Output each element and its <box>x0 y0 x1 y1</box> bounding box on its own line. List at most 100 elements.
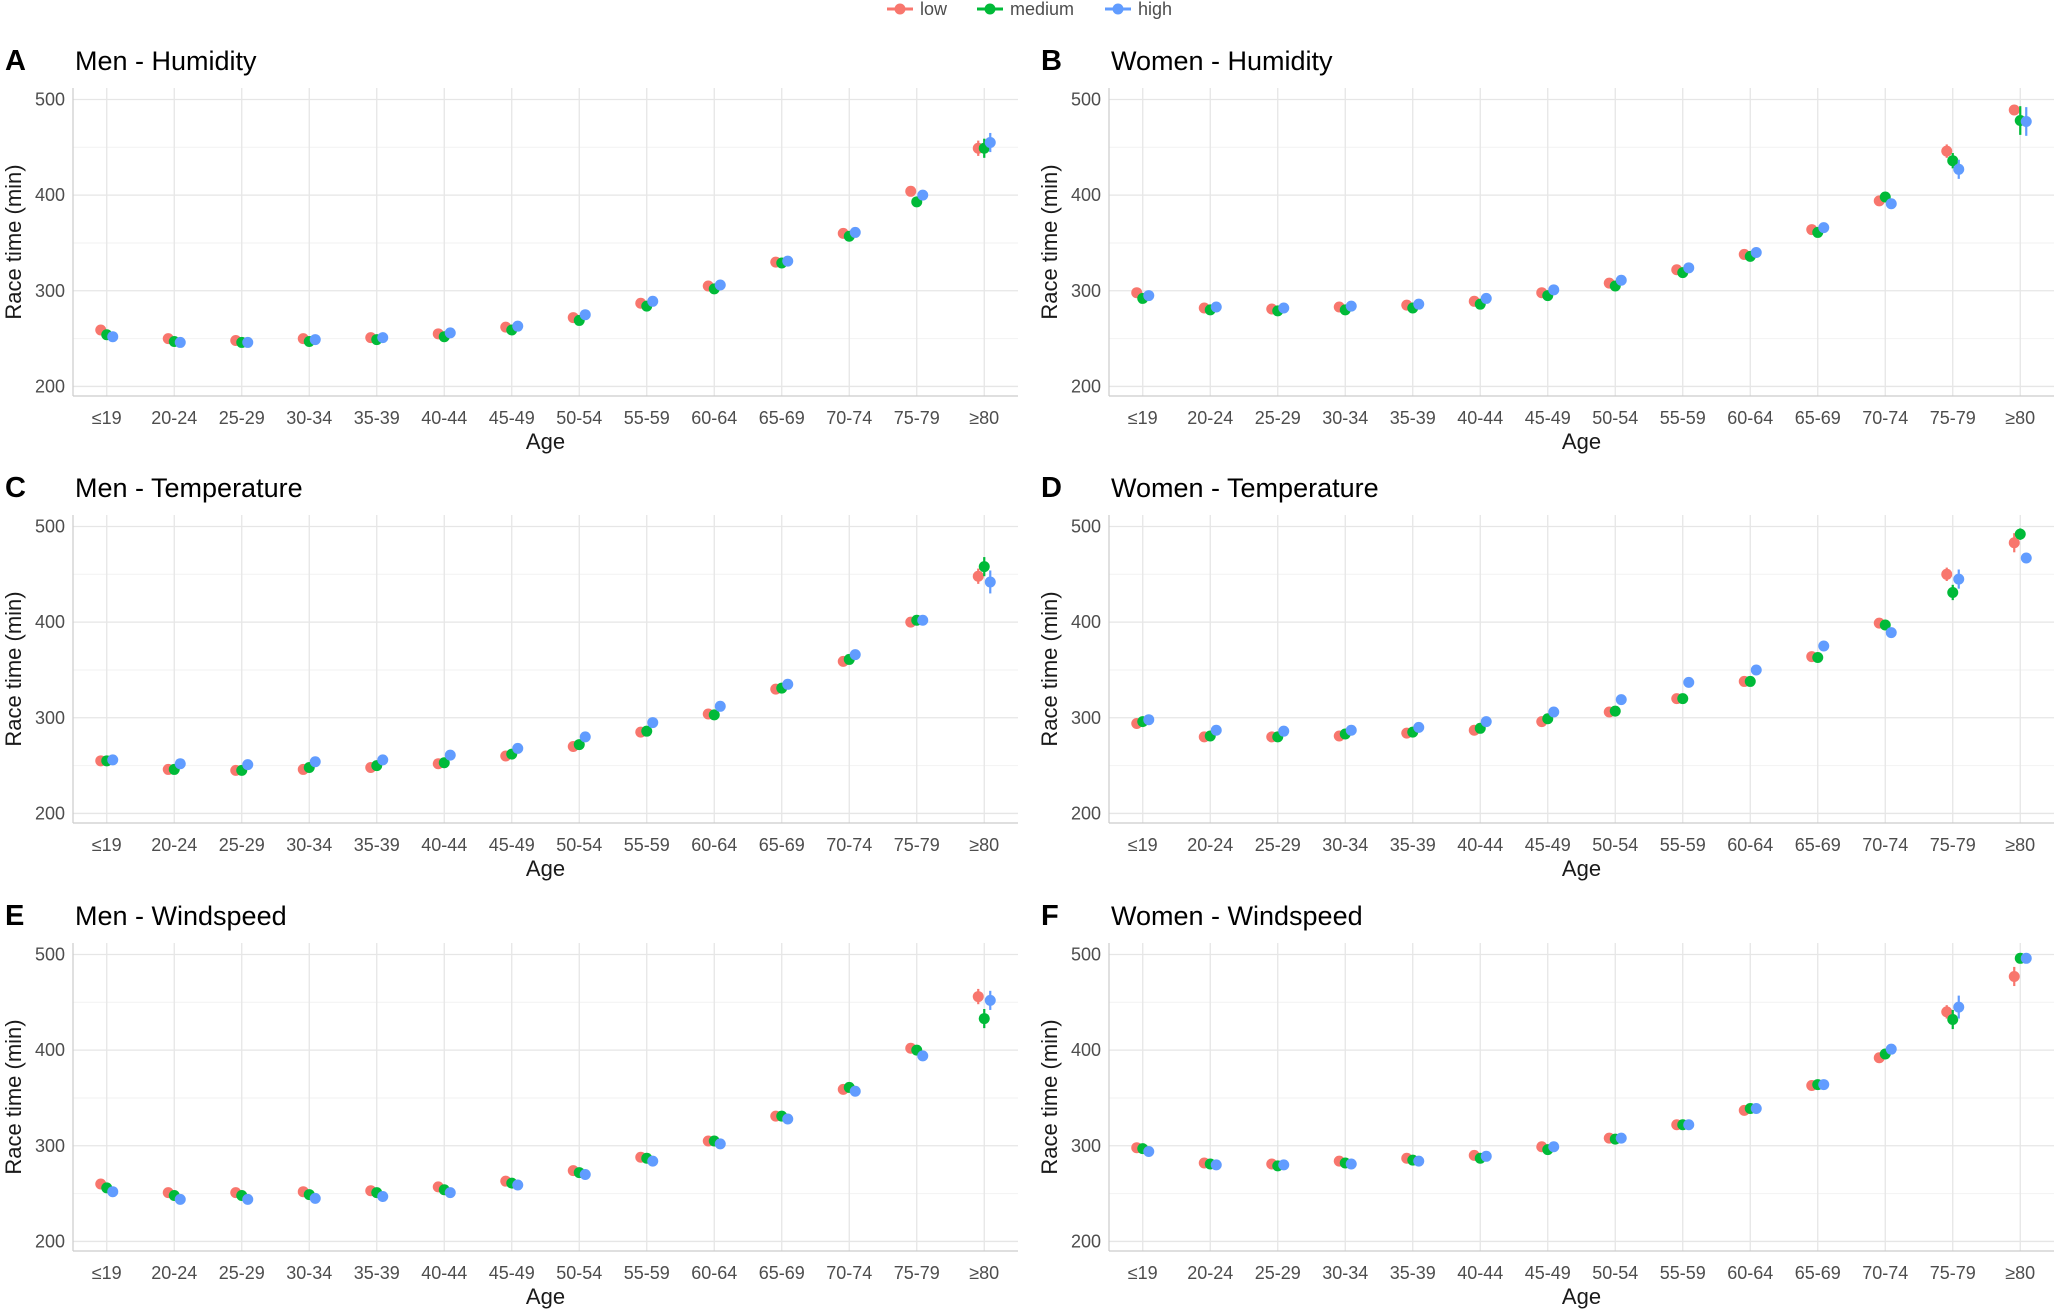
y-tick-label: 300 <box>1071 281 1101 301</box>
data-point <box>917 189 929 201</box>
y-ticks: 200 300 400 500 <box>35 944 65 1251</box>
data-point <box>242 336 254 348</box>
data-point <box>377 754 389 766</box>
x-tick-label: 45-49 <box>1525 408 1571 428</box>
panel-e: E Men - Windspeed 200 300 400 500 ≤19 20-24 25-2… <box>1 900 1018 1309</box>
x-tick-label: 25-29 <box>1255 835 1301 855</box>
data-point <box>1885 198 1897 210</box>
data-point <box>2014 528 2026 540</box>
data-point <box>2008 537 2020 549</box>
x-axis-title: Age <box>526 1284 565 1309</box>
x-tick-label: 40-44 <box>421 408 467 428</box>
series-high <box>107 132 996 348</box>
panel-letter: D <box>1041 472 1062 504</box>
y-ticks: 200 300 400 500 <box>1071 89 1101 396</box>
x-tick-label: 20-24 <box>1187 835 1233 855</box>
data-point <box>1143 1146 1155 1158</box>
gridlines <box>1109 943 2054 1251</box>
panel-letter: E <box>5 900 24 932</box>
data-point <box>1750 1102 1762 1114</box>
data-point <box>512 1179 524 1191</box>
x-tick-label: 55-59 <box>1660 408 1706 428</box>
gridlines <box>1109 88 2054 396</box>
x-tick-label: 55-59 <box>1660 835 1706 855</box>
data-point <box>714 1138 726 1150</box>
y-tick-label: 500 <box>1071 89 1101 109</box>
x-tick-label: 30-34 <box>286 835 332 855</box>
data-point <box>1480 1150 1492 1162</box>
x-tick-label: 50-54 <box>1592 408 1638 428</box>
x-axis-title: Age <box>1562 1284 1601 1309</box>
panel-title: Men - Windspeed <box>75 901 287 931</box>
panel-letter: A <box>5 45 26 77</box>
series-low <box>1131 533 2020 743</box>
data-point <box>1143 714 1155 726</box>
y-tick-label: 500 <box>35 516 65 536</box>
data-point <box>1548 706 1560 718</box>
x-tick-label: 75-79 <box>1930 408 1976 428</box>
series-medium <box>1137 528 2026 743</box>
x-tick-label: 55-59 <box>1660 1263 1706 1283</box>
x-tick-label: 70-74 <box>1862 835 1908 855</box>
data-point <box>573 739 585 751</box>
x-tick-label: 65-69 <box>759 1263 805 1283</box>
data-point <box>579 309 591 321</box>
data-point <box>1548 1141 1560 1153</box>
data-point <box>647 717 659 729</box>
x-axis-title: Age <box>1562 856 1601 881</box>
x-tick-label: 75-79 <box>1930 835 1976 855</box>
x-tick-label: 60-64 <box>1727 835 1773 855</box>
data-point <box>1941 1006 1953 1018</box>
series-high <box>1143 952 2032 1171</box>
data-point <box>1885 1043 1897 1055</box>
data-point <box>1480 716 1492 728</box>
data-point <box>984 137 996 149</box>
data-point <box>2020 952 2032 964</box>
y-tick-label: 200 <box>1071 376 1101 396</box>
panel-b: B Women - Humidity 200 300 400 500 ≤19 20-24 25-… <box>1037 45 2054 454</box>
x-tick-label: ≥80 <box>2005 835 2035 855</box>
data-point <box>1278 1159 1290 1171</box>
data-point <box>978 561 990 573</box>
x-tick-label: 25-29 <box>1255 408 1301 428</box>
series-medium <box>101 557 990 776</box>
series-medium <box>1137 952 2026 1172</box>
panel-letter: C <box>5 472 26 504</box>
x-tick-label: 70-74 <box>826 835 872 855</box>
data-point <box>309 334 321 346</box>
legend-item-low: low <box>887 0 948 19</box>
x-tick-label: 25-29 <box>1255 1263 1301 1283</box>
data-point <box>1683 1119 1695 1131</box>
y-tick-label: 200 <box>35 803 65 823</box>
gridlines <box>73 88 1018 396</box>
y-tick-label: 300 <box>1071 708 1101 728</box>
data-point <box>309 756 321 768</box>
legend-item-high: high <box>1105 0 1172 19</box>
data-point <box>1885 627 1897 639</box>
x-tick-label: 25-29 <box>219 1263 265 1283</box>
x-tick-label: 60-64 <box>1727 408 1773 428</box>
panel-letter: F <box>1041 900 1059 932</box>
data-point <box>905 185 917 197</box>
x-tick-label: 75-79 <box>894 408 940 428</box>
x-tick-label: ≥80 <box>969 835 999 855</box>
panel-f: F Women - Windspeed 200 300 400 500 ≤19 20-24 25… <box>1037 900 2054 1309</box>
x-tick-label: 20-24 <box>151 408 197 428</box>
data-point <box>174 1193 186 1205</box>
data-point <box>849 226 861 238</box>
y-tick-label: 200 <box>35 376 65 396</box>
data-point <box>1947 155 1959 167</box>
y-tick-label: 400 <box>1071 612 1101 632</box>
data-point <box>1210 724 1222 736</box>
x-tick-label: 75-79 <box>1930 1263 1976 1283</box>
x-tick-label: 45-49 <box>489 835 535 855</box>
y-axis-title: Race time (min) <box>1037 1019 1062 1174</box>
data-point <box>1750 247 1762 259</box>
x-tick-label: ≤19 <box>1128 1263 1158 1283</box>
legend-label: high <box>1138 0 1172 19</box>
series-low <box>95 140 984 347</box>
data-point <box>714 700 726 712</box>
panel-letter: B <box>1041 45 1062 77</box>
x-tick-label: 65-69 <box>1795 408 1841 428</box>
data-point <box>2008 970 2020 982</box>
